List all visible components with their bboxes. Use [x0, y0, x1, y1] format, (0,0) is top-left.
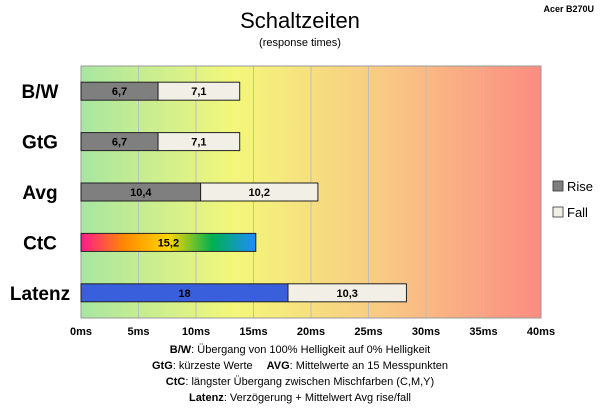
- notes: B/W: Übergang von 100% Helligkeit auf 0%…: [152, 344, 448, 404]
- x-tick-label: 0ms: [70, 326, 92, 338]
- bar-fall-label: 7,1: [191, 86, 206, 98]
- chart-title: Schaltzeiten: [240, 8, 360, 33]
- corner-label: Acer B270U: [543, 4, 594, 14]
- legend-label-rise: Rise: [567, 179, 593, 194]
- category-label: B/W: [22, 82, 59, 103]
- note-avg-text: : Mittelwerte an 15 Messpunkten: [290, 360, 448, 372]
- bar-fall: [157, 132, 241, 152]
- category-labels: B/W GtG Avg CtC Latenz: [10, 82, 70, 305]
- bar-fall: [287, 283, 407, 303]
- x-tick-label: 5ms: [127, 326, 149, 338]
- note-gtg-term: GtG: [152, 360, 173, 372]
- legend: Rise Fall: [552, 179, 593, 220]
- note-bw-term: B/W: [170, 344, 192, 356]
- note-bw-text: : Übergang von 100% Helligkeit auf 0% He…: [191, 344, 430, 356]
- bars: 6,7 7,1 6,7 7,1 10,4 10,2 15,2 18 10,3: [80, 81, 407, 303]
- note-ctc: CtC: längster Übergang zwischen Mischfar…: [166, 376, 434, 388]
- x-tick-labels: 0ms 5ms 10ms 15ms 20ms 25ms 30ms 35ms 40ms: [70, 326, 555, 338]
- legend-swatch-fall: [552, 206, 564, 218]
- x-tick-label: 10ms: [182, 326, 210, 338]
- note-bw: B/W: Übergang von 100% Helligkeit auf 0%…: [170, 344, 430, 356]
- category-label: Avg: [22, 183, 57, 204]
- bar-rise-label: 6,7: [112, 86, 127, 98]
- bar-fall-label: 10,3: [337, 288, 358, 300]
- chart-subtitle: (response times): [259, 37, 341, 49]
- note-gtg-avg: GtG: kürzeste Werte AVG: Mittelwerte an 1…: [152, 360, 448, 372]
- bar-fall-label: 7,1: [191, 137, 206, 149]
- note-latenz-term: Latenz: [189, 392, 224, 404]
- legend-label-fall: Fall: [567, 205, 588, 220]
- x-tick-label: 15ms: [239, 326, 267, 338]
- note-ctc-text: : längster Übergang zwischen Mischfarben…: [185, 376, 434, 388]
- note-gtg-text: : kürzeste Werte: [173, 360, 253, 372]
- bar-rise-label: 15,2: [158, 237, 179, 249]
- legend-swatch-rise: [552, 180, 564, 192]
- category-label: CtC: [23, 233, 57, 254]
- note-avg-term: AVG: [267, 360, 290, 372]
- note-latenz-text: : Verzögerung + Mittelwert Avg rise/fall: [224, 392, 411, 404]
- note-ctc-term: CtC: [166, 376, 186, 388]
- x-tick-label: 30ms: [412, 326, 440, 338]
- bar-rise: [80, 232, 257, 252]
- note-latenz: Latenz: Verzögerung + Mittelwert Avg ris…: [189, 392, 411, 404]
- x-tick-label: 25ms: [354, 326, 382, 338]
- bar-rise-label: 18: [178, 288, 190, 300]
- bar-rise-label: 6,7: [112, 137, 127, 149]
- bar-fall-label: 10,2: [249, 187, 270, 199]
- x-tick-label: 20ms: [297, 326, 325, 338]
- bar-fall: [200, 182, 319, 202]
- x-tick-label: 40ms: [527, 326, 555, 338]
- bar-fall: [157, 81, 241, 101]
- bar-rise-label: 10,4: [130, 187, 152, 199]
- category-label: Latenz: [10, 284, 70, 305]
- category-label: GtG: [22, 133, 58, 154]
- x-tick-label: 35ms: [469, 326, 497, 338]
